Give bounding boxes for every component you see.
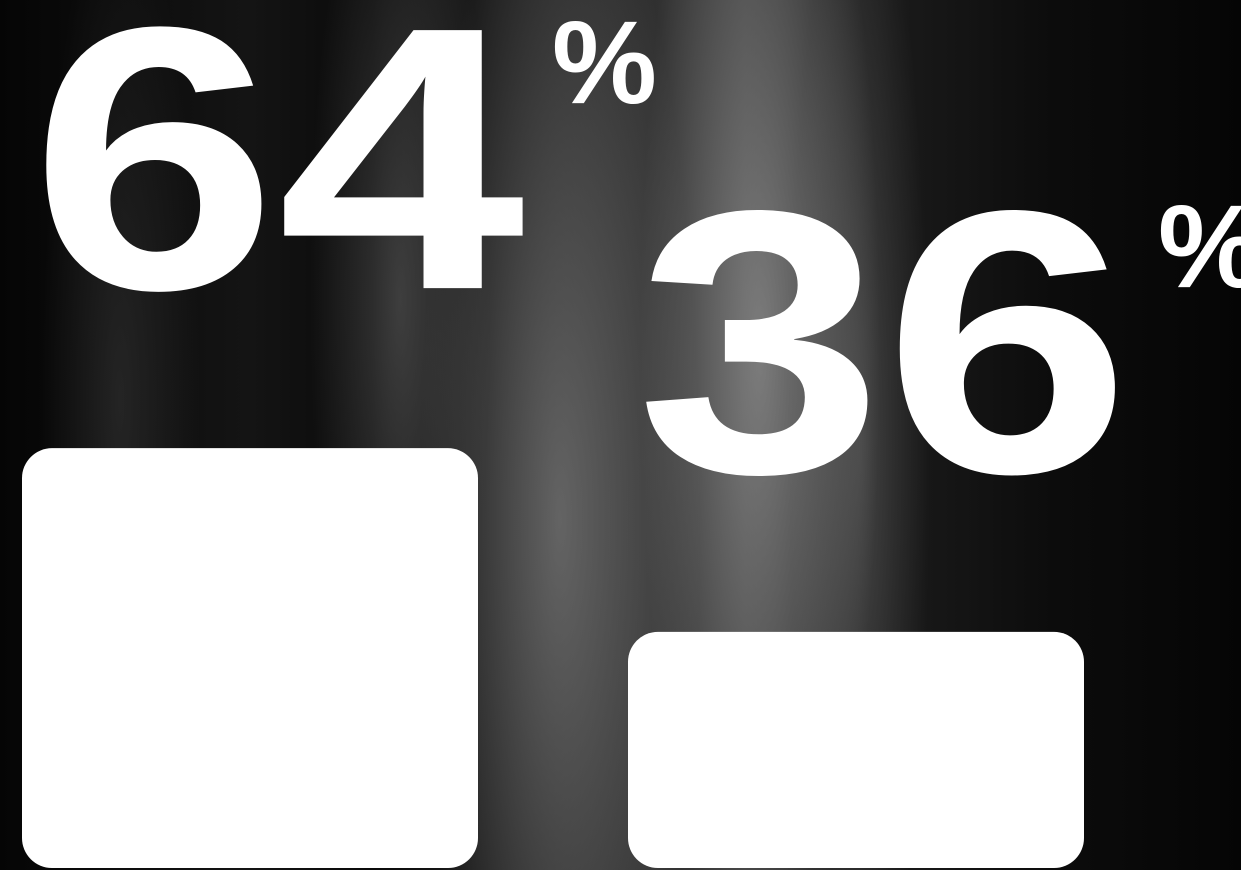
value-label: 64	[30, 0, 528, 368]
value-unit: %	[1158, 181, 1241, 313]
bar	[628, 631, 1084, 868]
bar	[22, 448, 478, 868]
value-unit: %	[552, 0, 657, 129]
value-label: 36	[636, 134, 1131, 552]
